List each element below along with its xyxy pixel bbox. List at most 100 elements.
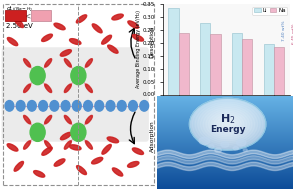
Ellipse shape [45,115,52,124]
Circle shape [106,101,115,111]
Ellipse shape [64,141,71,149]
Text: 6.45 wt%: 6.45 wt% [292,23,293,44]
Text: 7.40 wt%: 7.40 wt% [282,21,286,41]
Circle shape [72,101,81,111]
Ellipse shape [132,148,144,154]
Ellipse shape [45,84,52,93]
Ellipse shape [42,147,52,155]
Ellipse shape [69,145,81,150]
Ellipse shape [14,18,23,28]
Ellipse shape [34,171,45,177]
Ellipse shape [64,59,71,67]
Circle shape [71,123,86,141]
Ellipse shape [60,50,71,56]
Bar [200,23,210,94]
Circle shape [16,101,25,111]
Ellipse shape [76,166,86,175]
Ellipse shape [54,159,65,166]
Circle shape [233,146,239,150]
Ellipse shape [102,144,111,154]
Y-axis label: Average Binding Energy (eV/H₂): Average Binding Energy (eV/H₂) [136,10,141,88]
Circle shape [199,137,210,145]
Text: 2.50 eV: 2.50 eV [6,23,33,29]
Circle shape [219,119,236,130]
FancyBboxPatch shape [1,47,149,142]
Ellipse shape [23,141,30,149]
Bar [274,46,284,94]
Circle shape [214,115,241,133]
Circle shape [215,148,222,152]
Ellipse shape [64,84,71,93]
Ellipse shape [64,115,71,124]
Circle shape [211,113,244,135]
Circle shape [192,100,263,148]
Bar [168,8,179,94]
Circle shape [129,101,137,111]
Ellipse shape [23,115,30,124]
Ellipse shape [85,84,92,93]
Circle shape [217,117,239,132]
Circle shape [200,106,255,143]
Text: Adsorption: Adsorption [149,120,154,152]
Ellipse shape [85,59,92,67]
Circle shape [117,101,126,111]
Circle shape [243,149,247,152]
Ellipse shape [127,162,139,167]
Ellipse shape [42,34,52,41]
Text: <: < [24,11,30,20]
Bar [179,33,189,94]
Ellipse shape [107,137,119,143]
Ellipse shape [7,144,18,151]
Bar [232,33,242,94]
Circle shape [39,101,47,111]
Text: Energy: Energy [210,125,245,134]
Circle shape [5,101,14,111]
Circle shape [197,104,258,145]
Circle shape [84,101,92,111]
Ellipse shape [92,157,103,164]
Circle shape [209,111,247,137]
Ellipse shape [69,39,81,44]
Circle shape [140,101,149,111]
Circle shape [195,102,260,146]
Circle shape [95,101,104,111]
Circle shape [190,98,266,150]
Ellipse shape [132,35,144,41]
Circle shape [222,120,233,128]
Ellipse shape [14,161,23,171]
Text: Desorption: Desorption [149,26,154,58]
Ellipse shape [113,168,123,176]
Ellipse shape [60,132,71,140]
Ellipse shape [102,35,112,44]
Ellipse shape [128,21,139,28]
Circle shape [236,139,246,146]
Ellipse shape [112,14,123,20]
FancyBboxPatch shape [6,10,26,21]
Ellipse shape [45,141,52,149]
Circle shape [28,101,36,111]
Circle shape [71,67,86,85]
Ellipse shape [76,15,87,23]
Ellipse shape [23,84,30,93]
Circle shape [203,108,252,141]
FancyBboxPatch shape [30,10,51,21]
Bar [264,44,274,94]
Circle shape [50,101,59,111]
Ellipse shape [108,45,118,53]
Circle shape [206,109,249,139]
Legend: Li, Na: Li, Na [252,7,287,15]
Ellipse shape [85,141,92,149]
Text: H$_2$: H$_2$ [220,112,235,125]
Ellipse shape [45,59,52,67]
Circle shape [190,98,266,150]
Bar [210,34,221,94]
Ellipse shape [23,59,30,67]
Circle shape [30,123,45,141]
Circle shape [30,67,45,85]
Text: $d_{Li/Na-H_2}$: $d_{Li/Na-H_2}$ [6,5,34,14]
Ellipse shape [92,24,102,33]
Ellipse shape [54,23,65,30]
Circle shape [209,145,214,148]
Circle shape [225,122,230,126]
Bar [242,39,253,94]
